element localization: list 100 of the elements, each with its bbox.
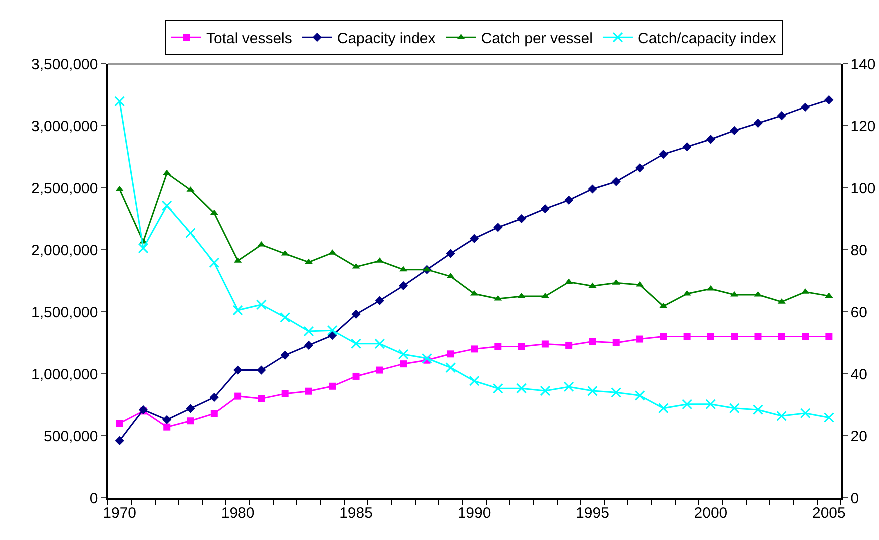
point <box>352 372 360 380</box>
point <box>612 340 620 346</box>
y2-tick-label: 0 <box>850 490 860 508</box>
point <box>731 333 738 340</box>
point <box>422 353 432 364</box>
point <box>800 102 810 112</box>
x-tick-label: 1970 <box>103 504 137 522</box>
point <box>730 126 740 136</box>
point <box>564 382 574 392</box>
point <box>587 386 598 396</box>
legend-label: Total vessels <box>206 30 292 48</box>
point <box>517 214 526 224</box>
point <box>659 150 668 160</box>
point <box>706 399 716 410</box>
point <box>706 135 716 144</box>
x-tick-label: 2000 <box>694 504 728 522</box>
point <box>471 346 478 353</box>
point <box>492 383 504 394</box>
y2-tick-label: 80 <box>850 242 868 260</box>
point <box>116 420 124 428</box>
point <box>636 336 644 343</box>
x-tick-label: 1985 <box>340 504 373 522</box>
legend-label: Catch/capacity index <box>638 30 777 48</box>
point <box>446 249 456 258</box>
point <box>234 366 243 375</box>
point <box>210 210 218 216</box>
point <box>232 305 244 316</box>
point <box>162 415 172 424</box>
point <box>329 382 336 390</box>
point <box>611 387 622 398</box>
y2-tick-label: 140 <box>850 56 876 74</box>
point <box>257 366 266 375</box>
point <box>588 184 598 194</box>
point <box>588 282 597 288</box>
point <box>494 223 503 232</box>
point <box>752 404 764 416</box>
point <box>494 295 502 301</box>
point <box>730 291 739 297</box>
point <box>800 408 811 419</box>
y2-tick-label: 120 <box>850 118 876 136</box>
point <box>399 281 408 291</box>
point <box>566 342 573 349</box>
point <box>304 340 314 350</box>
point <box>187 418 194 425</box>
x-tick-label: 1990 <box>458 504 492 522</box>
point <box>754 118 763 128</box>
point <box>163 170 172 176</box>
y-tick-label: 2,000,000 <box>32 242 98 260</box>
point <box>776 410 788 422</box>
y2-tick-label: 60 <box>850 304 868 322</box>
point <box>802 333 810 340</box>
point <box>282 390 289 398</box>
point <box>327 325 338 336</box>
point <box>280 312 291 323</box>
point <box>210 393 219 402</box>
point <box>400 266 408 272</box>
point <box>516 383 528 394</box>
y-tick-label: 0 <box>90 490 98 508</box>
y-tick-label: 3,000,000 <box>32 118 98 136</box>
point <box>446 362 456 374</box>
y-tick-label: 3,500,000 <box>32 56 98 74</box>
point <box>635 164 645 173</box>
point <box>754 291 762 297</box>
x-tick-label: 1980 <box>221 504 255 522</box>
point <box>778 333 786 340</box>
point <box>209 258 220 268</box>
point <box>589 338 596 346</box>
y2-tick-label: 100 <box>850 180 876 198</box>
point <box>826 333 833 340</box>
point <box>305 388 312 395</box>
point <box>138 243 149 254</box>
point <box>682 399 693 410</box>
point <box>494 343 502 350</box>
x-tick-label: 2005 <box>812 504 846 522</box>
legend-label: Catch per vessel <box>481 30 593 48</box>
point <box>824 95 834 105</box>
point <box>564 196 574 205</box>
point <box>234 392 242 400</box>
point <box>352 310 361 320</box>
point <box>162 200 172 212</box>
point <box>658 403 669 414</box>
point <box>351 338 362 350</box>
point <box>280 350 290 360</box>
legend-label: Capacity index <box>337 30 436 48</box>
point <box>660 333 668 340</box>
point <box>824 412 834 423</box>
y-tick-label: 1,500,000 <box>32 304 98 322</box>
y-tick-label: 500,000 <box>44 428 98 446</box>
y2-tick-label: 40 <box>850 366 868 384</box>
point <box>304 326 314 337</box>
point <box>374 338 386 350</box>
point <box>258 395 266 402</box>
point <box>164 424 171 431</box>
point <box>634 390 646 401</box>
point <box>210 410 218 418</box>
point <box>376 366 384 374</box>
point <box>469 376 480 386</box>
point <box>423 266 432 272</box>
point <box>754 333 762 340</box>
point <box>138 405 148 415</box>
